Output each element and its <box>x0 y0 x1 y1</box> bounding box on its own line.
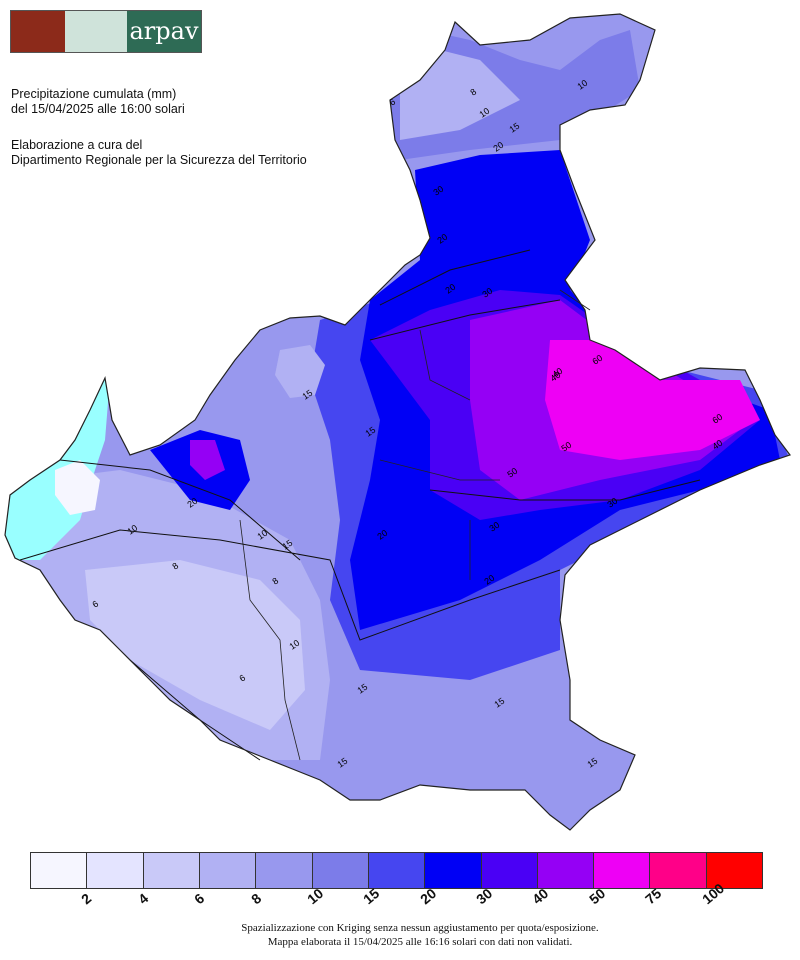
contour-label: 30 <box>480 286 494 300</box>
map-title-line2: del 15/04/2025 alle 16:00 solari <box>11 102 185 116</box>
legend-tick-label: 6 <box>191 889 208 908</box>
contour-label: 30 <box>431 184 445 198</box>
legend-swatch <box>425 853 482 888</box>
precipitation-legend <box>30 852 763 889</box>
contour-label: 15 <box>300 388 314 402</box>
legend-swatch <box>368 853 426 888</box>
contour-label: 50 <box>505 466 519 480</box>
arpav-mark-icon <box>65 11 127 52</box>
contour-label: 15 <box>492 696 506 710</box>
contour-label: 10 <box>287 638 301 652</box>
zone-local-low <box>275 345 325 398</box>
logo-text: arpav <box>127 11 201 52</box>
legend-swatch <box>706 853 763 888</box>
contour-label: 8 <box>468 87 478 98</box>
legend-swatch <box>143 853 200 888</box>
contour-label: 15 <box>355 682 369 696</box>
legend-swatch <box>256 853 313 888</box>
contour-label: 15 <box>507 121 521 135</box>
legend-swatch <box>31 853 88 888</box>
lion-seal-icon <box>11 11 65 52</box>
map-title-line1: Precipitazione cumulata (mm) <box>11 87 177 101</box>
contour-label: 10 <box>255 528 269 542</box>
legend-swatch <box>650 853 707 888</box>
contour-label: 20 <box>435 232 449 246</box>
contour-label: 10 <box>125 523 139 537</box>
contour-label: 60 <box>590 353 604 367</box>
contour-label: 8 <box>170 561 180 572</box>
footer-line2: Mappa elaborata il 15/04/2025 alle 16:16… <box>267 936 573 948</box>
legend-swatch <box>594 853 651 888</box>
arpav-logo: arpav <box>10 10 202 53</box>
contour-label: 50 <box>559 440 573 454</box>
contour-label: 20 <box>491 140 505 154</box>
contour-label: 30 <box>487 520 501 534</box>
contour-label: 20 <box>482 573 496 587</box>
contour-label: 6 <box>90 599 100 610</box>
contour-label: 30 <box>605 496 619 510</box>
legend-swatch <box>199 853 257 888</box>
contour-label: 6 <box>237 673 247 684</box>
credit-line2: Dipartimento Regionale per la Sicurezza … <box>11 153 307 167</box>
contour-label: 40 <box>710 438 724 452</box>
contour-label: 40 <box>548 370 562 384</box>
contour-label: 40 <box>550 366 564 380</box>
contour-label: 15 <box>335 756 349 770</box>
contour-label: 8 <box>270 576 280 587</box>
contour-label: 60 <box>710 412 724 426</box>
contour-label: 20 <box>443 282 457 296</box>
credit-line1: Elaborazione a cura del <box>11 138 143 152</box>
zone-0-2 <box>55 460 100 515</box>
legend-swatch <box>87 853 144 888</box>
precipitation-field <box>5 14 790 830</box>
province-borders <box>239 289 591 761</box>
zone-6-8 <box>85 560 305 730</box>
contour-label: 15 <box>363 425 377 439</box>
legend-tick-label: 4 <box>134 889 152 908</box>
contour-label: 10 <box>575 78 589 92</box>
contour-label: 20 <box>375 528 389 542</box>
legend-swatch <box>537 853 595 888</box>
contour-label: 20 <box>185 496 199 510</box>
legend-swatch <box>481 853 538 888</box>
legend-swatch <box>312 853 369 888</box>
zone-50-75 <box>545 340 760 460</box>
contour-lines <box>19 249 701 761</box>
footer-line1: Spazializzazione con Kriging senza nessu… <box>241 922 599 934</box>
legend-tick-label: 8 <box>247 889 264 908</box>
contour-label: 10 <box>477 106 491 120</box>
zone-40-50-west <box>190 440 225 480</box>
contour-label: 6 <box>387 97 397 108</box>
contour-label: 15 <box>280 538 294 552</box>
legend-tick-label: 2 <box>78 889 95 908</box>
contour-label: 15 <box>585 756 599 770</box>
